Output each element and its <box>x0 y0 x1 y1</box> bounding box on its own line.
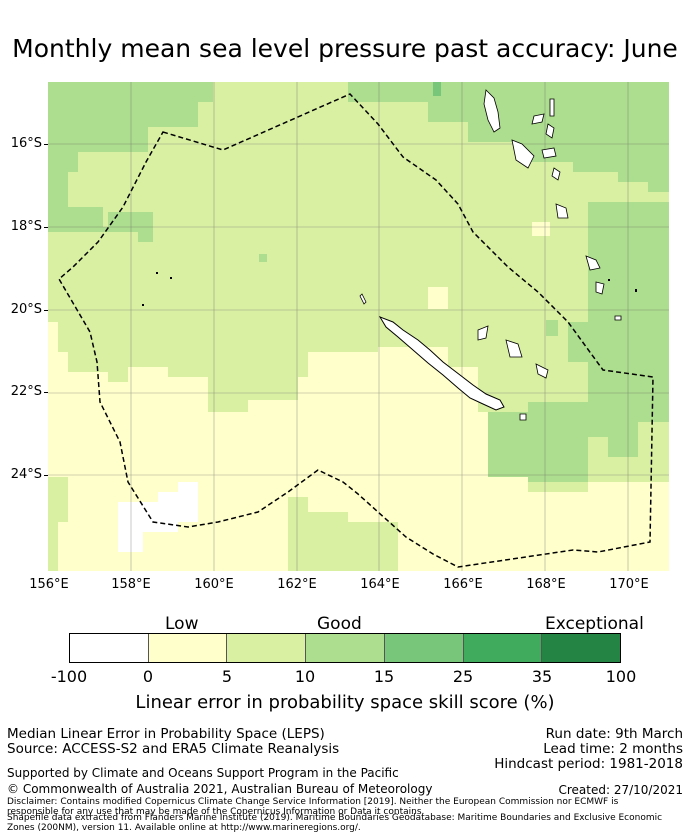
island-coast <box>156 272 158 274</box>
skill-region-none <box>118 482 198 552</box>
lon-label: 160°E <box>194 577 234 592</box>
colorbar-tick-label: 35 <box>531 667 553 686</box>
colorbar-segment <box>542 634 621 662</box>
island-coast <box>635 289 637 292</box>
island-coast <box>535 363 549 379</box>
skill-region-good <box>288 497 398 571</box>
page-title: Monthly mean sea level pressure past acc… <box>12 34 678 63</box>
colorbar-tick-label: 100 <box>605 667 637 686</box>
created-date: Created: 27/10/2021 <box>558 783 683 797</box>
skill-map <box>48 82 669 571</box>
island-coast <box>545 123 555 139</box>
colorbar-segment <box>70 634 149 662</box>
colorbar-tick-label: 10 <box>294 667 316 686</box>
island-coast <box>549 98 555 117</box>
colorbar-segment <box>306 634 385 662</box>
island-coast <box>608 279 610 281</box>
colorbar-segment <box>384 634 464 662</box>
island-coast <box>585 255 601 271</box>
shapefile-line-1: Shapefile data extracted from Flanders M… <box>7 813 663 823</box>
lon-label: 168°E <box>526 577 566 592</box>
lat-tick <box>44 310 48 311</box>
lat-label: 16°S <box>10 136 42 151</box>
lat-tick <box>44 392 48 393</box>
island-coast <box>477 325 489 341</box>
method-text: Median Linear Error in Probability Space… <box>7 726 325 742</box>
copyright-text: © Commonwealth of Australia 2021, Austra… <box>7 782 433 796</box>
island-coast <box>541 147 557 159</box>
skill-region-better <box>488 402 588 482</box>
lat-label: 18°S <box>10 219 42 234</box>
island-coast <box>519 413 527 421</box>
skill-region-low <box>48 322 58 352</box>
lat-tick <box>44 475 48 476</box>
island-coast <box>511 139 535 169</box>
skill-region-good <box>48 477 68 571</box>
island-coast <box>170 277 172 279</box>
island-coast <box>483 89 501 133</box>
lon-label: 166°E <box>443 577 483 592</box>
lat-label: 20°S <box>10 302 42 317</box>
colorbar-segment <box>463 634 543 662</box>
run-date: Run date: 9th March <box>545 726 683 742</box>
island-coast <box>595 281 605 295</box>
lon-label: 170°E <box>609 577 649 592</box>
graticule <box>48 82 669 571</box>
colorbar-tick-label: 25 <box>452 667 474 686</box>
legend-colorbar <box>69 633 621 663</box>
lon-label: 156°E <box>29 577 69 592</box>
colorbar-segment <box>148 634 228 662</box>
lon-label: 158°E <box>111 577 151 592</box>
colorbar-tick-label: 5 <box>221 667 233 686</box>
lat-label: 22°S <box>10 384 42 399</box>
disclaimer-line-1: Disclaimer: Contains modified Copernicus… <box>7 797 619 807</box>
lat-tick <box>44 144 48 145</box>
colorbar-tick-label: -100 <box>50 667 88 686</box>
legend-category-exceptional: Exceptional <box>545 614 644 634</box>
hindcast-period: Hindcast period: 1981-2018 <box>494 756 683 772</box>
skill-region-better <box>348 82 669 192</box>
skill-region-low <box>48 347 669 571</box>
lon-label: 164°E <box>360 577 400 592</box>
skill-region-better <box>546 320 558 336</box>
disclaimer-line-2: responsible for any use that may be made… <box>7 807 425 817</box>
island-coast <box>551 167 561 181</box>
skill-region-better <box>259 254 267 262</box>
skill-region-best <box>433 82 441 96</box>
island-coast <box>555 203 569 219</box>
legend-category-low: Low <box>165 614 199 634</box>
island-coast <box>142 304 144 306</box>
source-text: Source: ACCESS-S2 and ERA5 Climate Reana… <box>7 741 340 757</box>
new-caledonia-coast <box>378 316 505 411</box>
colorbar-tick-label: 0 <box>142 667 154 686</box>
colorbar-axis-label: Linear error in probability space skill … <box>135 692 555 713</box>
supported-text: Supported by Climate and Oceans Support … <box>7 766 399 780</box>
skill-region-better <box>48 82 213 242</box>
shapefile-line-2: Zones (200NM), version 11. Available onl… <box>7 823 361 833</box>
lon-label: 162°E <box>277 577 317 592</box>
island-coast <box>359 293 367 305</box>
legend-category-good: Good <box>317 614 362 634</box>
skill-region-low <box>532 222 550 236</box>
lat-tick <box>44 227 48 228</box>
lead-time: Lead time: 2 months <box>543 741 683 757</box>
island-coast <box>531 113 545 125</box>
skill-region-low <box>428 287 448 309</box>
colorbar-segment <box>227 634 307 662</box>
lat-label: 24°S <box>10 467 42 482</box>
colorbar-tick-label: 15 <box>373 667 395 686</box>
island-coast <box>505 339 523 358</box>
island-coast <box>614 315 622 321</box>
